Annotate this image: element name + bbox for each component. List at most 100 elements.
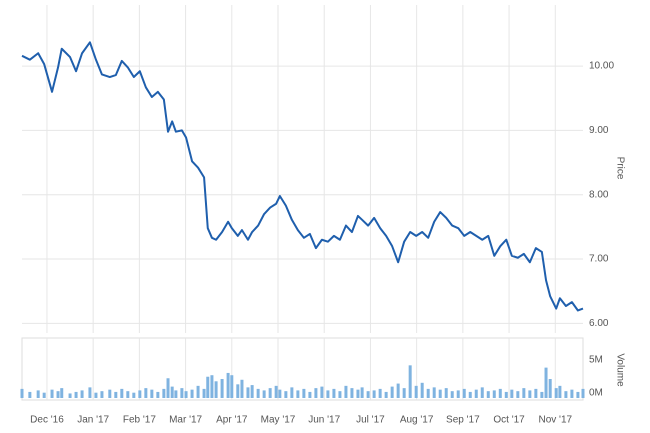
volume-bar	[74, 391, 78, 398]
volume-bar	[80, 390, 84, 398]
volume-bar	[144, 388, 148, 398]
volume-bar	[332, 388, 336, 398]
volume-bar	[170, 386, 174, 398]
volume-bar	[408, 365, 412, 398]
volume-bar	[344, 385, 348, 398]
volume-bar	[372, 390, 376, 398]
volume-bar	[100, 391, 104, 398]
x-tick-label: Jan '17	[77, 415, 109, 426]
volume-bar	[230, 375, 234, 398]
volume-bar	[236, 384, 240, 398]
volume-panel	[21, 337, 584, 401]
volume-bar	[214, 381, 218, 398]
volume-bar	[462, 388, 466, 398]
volume-bar	[114, 391, 118, 398]
volume-bar	[256, 388, 260, 398]
volume-bar	[522, 388, 526, 398]
volume-bar	[548, 379, 552, 398]
volume-bar	[366, 391, 370, 398]
volume-bar	[480, 387, 484, 398]
volume-bar	[190, 389, 194, 398]
y-tick-label: 9.00	[589, 125, 609, 136]
volume-bar	[36, 390, 40, 398]
volume-bar	[420, 382, 424, 398]
volume-bar	[240, 379, 244, 398]
volume-bar	[60, 388, 64, 398]
volume-bar	[156, 391, 160, 398]
volume-bar	[196, 385, 200, 398]
volume-bar	[262, 390, 266, 398]
volume-bar	[220, 379, 224, 398]
volume-bar	[226, 372, 230, 398]
volume-bar	[302, 388, 306, 398]
volume-bar	[402, 388, 406, 398]
volume-bar	[284, 391, 288, 398]
volume-bar	[320, 386, 324, 398]
price-axis-title: Price	[614, 157, 625, 180]
volume-bar	[184, 391, 188, 398]
volume-bar	[510, 389, 514, 398]
x-tick-label: May '17	[261, 415, 296, 426]
volume-bar	[384, 391, 388, 398]
volume-bar	[56, 391, 60, 398]
volume-bar	[338, 391, 342, 398]
volume-bar	[278, 389, 282, 398]
volume-bar	[554, 388, 558, 398]
x-tick-label: Jul '17	[356, 415, 385, 426]
volume-bar	[492, 390, 496, 398]
volume-bar	[50, 389, 54, 398]
volume-bar	[414, 385, 418, 398]
x-tick-label: Dec '16	[30, 415, 64, 426]
volume-bar	[120, 388, 124, 398]
volume-bar	[356, 389, 360, 398]
volume-bar	[174, 390, 178, 398]
volume-bar	[378, 388, 382, 398]
x-tick-label: Oct '17	[493, 415, 525, 426]
volume-bar	[20, 388, 24, 398]
volume-bar	[564, 391, 568, 398]
volume-bar	[534, 388, 538, 398]
y-tick-label: 6.00	[589, 318, 609, 329]
volume-bar	[468, 391, 472, 398]
volume-bar	[581, 388, 585, 398]
volume-bar	[138, 390, 142, 398]
volume-bar	[290, 387, 294, 398]
volume-bar	[42, 392, 46, 398]
volume-bar	[246, 387, 250, 398]
volume-bar	[126, 391, 130, 398]
volume-bar	[28, 391, 32, 398]
volume-bar	[390, 386, 394, 398]
volume-bar	[498, 388, 502, 398]
volume-bar	[540, 391, 544, 398]
volume-bar	[274, 385, 278, 398]
x-tick-label: Feb '17	[123, 415, 156, 426]
volume-bar	[166, 378, 170, 398]
volume-bar	[432, 387, 436, 398]
volume-bar	[438, 389, 442, 398]
volume-bar	[314, 388, 318, 398]
volume-bar	[68, 393, 72, 398]
volume-bar	[426, 388, 430, 398]
volume-bar	[558, 385, 562, 398]
volume-bar	[132, 392, 136, 398]
volume-bar	[180, 388, 184, 398]
volume-axis-title: Volume	[614, 353, 625, 387]
x-tick-label: Mar '17	[169, 415, 202, 426]
x-tick-label: Sep '17	[446, 415, 480, 426]
volume-bar	[544, 367, 548, 398]
x-tick-label: Apr '17	[216, 415, 248, 426]
volume-bar	[268, 388, 272, 398]
volume-bar	[456, 390, 460, 398]
volume-bar	[450, 391, 454, 398]
volume-bar	[296, 390, 300, 398]
volume-bar	[486, 391, 490, 398]
volume-bar	[150, 389, 154, 398]
volume-bar	[162, 388, 166, 398]
volume-bar	[504, 391, 508, 398]
volume-bar	[576, 391, 580, 398]
volume-bar	[202, 388, 206, 398]
y-tick-label: 7.00	[589, 254, 609, 265]
volume-bar	[250, 385, 254, 398]
volume-bar	[206, 376, 210, 398]
x-tick-label: Nov '17	[538, 415, 572, 426]
